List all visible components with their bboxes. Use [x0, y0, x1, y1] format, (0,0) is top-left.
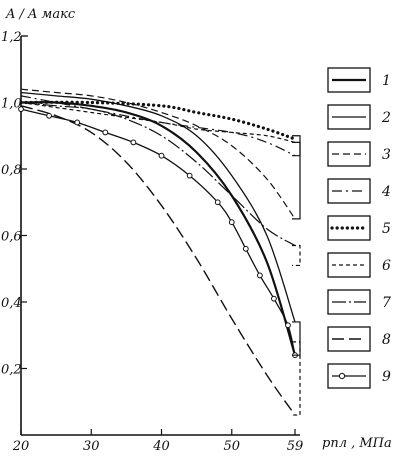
endpoint-bracket [292, 141, 301, 157]
series-9-point [130, 139, 137, 146]
series-7-line [20, 101, 296, 246]
y-axis-label: A / A макс [5, 7, 76, 22]
series-9-point [285, 322, 291, 329]
legend-label: 8 [382, 332, 391, 348]
legend-label: 5 [382, 221, 391, 237]
series-9-point [271, 295, 277, 302]
series-9-point [18, 106, 24, 113]
series-1-line [20, 101, 297, 356]
series-3-line [20, 88, 296, 220]
y-tick-label: 0,8 [1, 163, 22, 178]
series-5-line [19, 100, 297, 141]
y-tick-label: 1,0 [1, 97, 22, 112]
legend: 1 2 3 4 5 6 7 8 9 [327, 67, 391, 389]
y-tick-label: 1,2 [1, 30, 22, 45]
y-tick-label: 0,2 [1, 363, 22, 378]
series-9-point [186, 172, 193, 179]
series-4-line [20, 95, 296, 157]
series-9-point [242, 245, 249, 252]
series-9-point [158, 152, 165, 159]
endpoint-bracket [292, 244, 301, 267]
tick-group: 20 30 40 50 59 0,2 0,4 0,6 0,8 1,0 1,2 [1, 30, 303, 454]
y-tick-label: 0,6 [1, 230, 22, 245]
legend-label: 6 [382, 258, 391, 274]
endpoint-bracket [292, 341, 301, 416]
legend-label: 4 [381, 184, 391, 200]
series-9-point [214, 199, 221, 206]
x-tick-label: 20 [12, 439, 30, 454]
series-8-line [20, 105, 296, 416]
x-tick-label: 30 [83, 439, 100, 454]
legend-label: 2 [381, 110, 391, 126]
x-tick-label: 50 [223, 439, 240, 454]
series-9-point [46, 112, 53, 119]
series-9-point [256, 272, 263, 279]
x-axis-label: pпл , МПа [322, 436, 392, 451]
legend-label: 9 [382, 369, 391, 385]
series-9-point [102, 129, 109, 136]
x-tick-label: 59 [287, 439, 304, 454]
series-2-line [20, 91, 296, 323]
series-6-line [20, 101, 296, 143]
legend-label: 3 [382, 147, 391, 163]
endpoint-brackets [292, 135, 301, 416]
legend-swatch-marker [338, 372, 346, 380]
y-tick-label: 0,4 [1, 296, 22, 311]
x-tick-label: 40 [152, 439, 170, 454]
series-group [18, 88, 298, 416]
series-9-point [228, 219, 235, 226]
series-9-point [74, 119, 81, 126]
endpoint-bracket [292, 135, 301, 220]
legend-label: 7 [382, 295, 391, 311]
endpoint-bracket [292, 321, 301, 356]
legend-label: 1 [382, 73, 391, 89]
